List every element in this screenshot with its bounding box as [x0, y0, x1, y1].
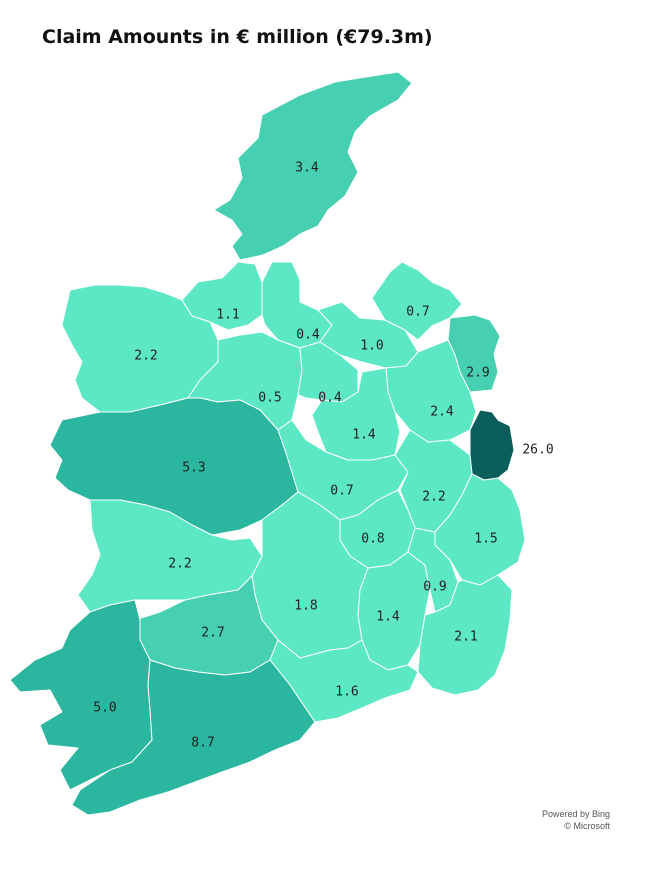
region-label-clare: 2.2 [168, 557, 191, 572]
region-label-westmeath: 1.4 [352, 428, 376, 443]
region-label-mayo: 2.2 [134, 349, 157, 364]
region-label-wexford: 2.1 [454, 630, 477, 645]
region-monaghan [371, 261, 463, 341]
region-label-tipperary: 1.8 [294, 599, 317, 614]
region-cork [71, 659, 316, 816]
region-label-louth: 2.9 [466, 366, 489, 381]
region-label-laois: 0.8 [361, 532, 384, 547]
region-label-kerry: 5.0 [93, 701, 116, 716]
region-wexford [417, 574, 513, 696]
region-kerry [9, 599, 153, 791]
region-label-waterford: 1.6 [335, 685, 358, 700]
region-label-cavan: 1.0 [360, 339, 383, 354]
region-label-cork: 8.7 [191, 736, 214, 751]
region-label-leitrim: 0.4 [296, 328, 320, 343]
map-title: Claim Amounts in € million (€79.3m) [42, 26, 433, 48]
region-label-roscommon: 0.5 [258, 391, 281, 406]
region-label-kilkenny: 1.4 [376, 610, 400, 625]
region-label-longford: 0.4 [318, 391, 342, 406]
region-label-carlow: 0.9 [423, 580, 446, 595]
region-label-wicklow: 1.5 [474, 532, 497, 547]
region-label-offaly: 0.7 [330, 484, 353, 499]
region-label-dublin: 26.0 [522, 443, 553, 458]
attribution: Powered by Bing © Microsoft [542, 808, 610, 832]
region-label-limerick: 2.7 [201, 626, 224, 641]
region-label-meath: 2.4 [430, 405, 454, 420]
region-label-monaghan: 0.7 [406, 305, 429, 320]
region-donegal [213, 71, 413, 261]
region-label-donegal: 3.4 [295, 161, 319, 176]
attribution-powered-by: Powered by Bing [541, 809, 610, 819]
region-dublin [469, 409, 515, 481]
region-label-galway: 5.3 [182, 461, 205, 476]
region-label-sligo: 1.1 [216, 308, 239, 323]
region-label-kildare: 2.2 [422, 490, 445, 505]
attribution-copyright: © Microsoft [564, 821, 610, 831]
